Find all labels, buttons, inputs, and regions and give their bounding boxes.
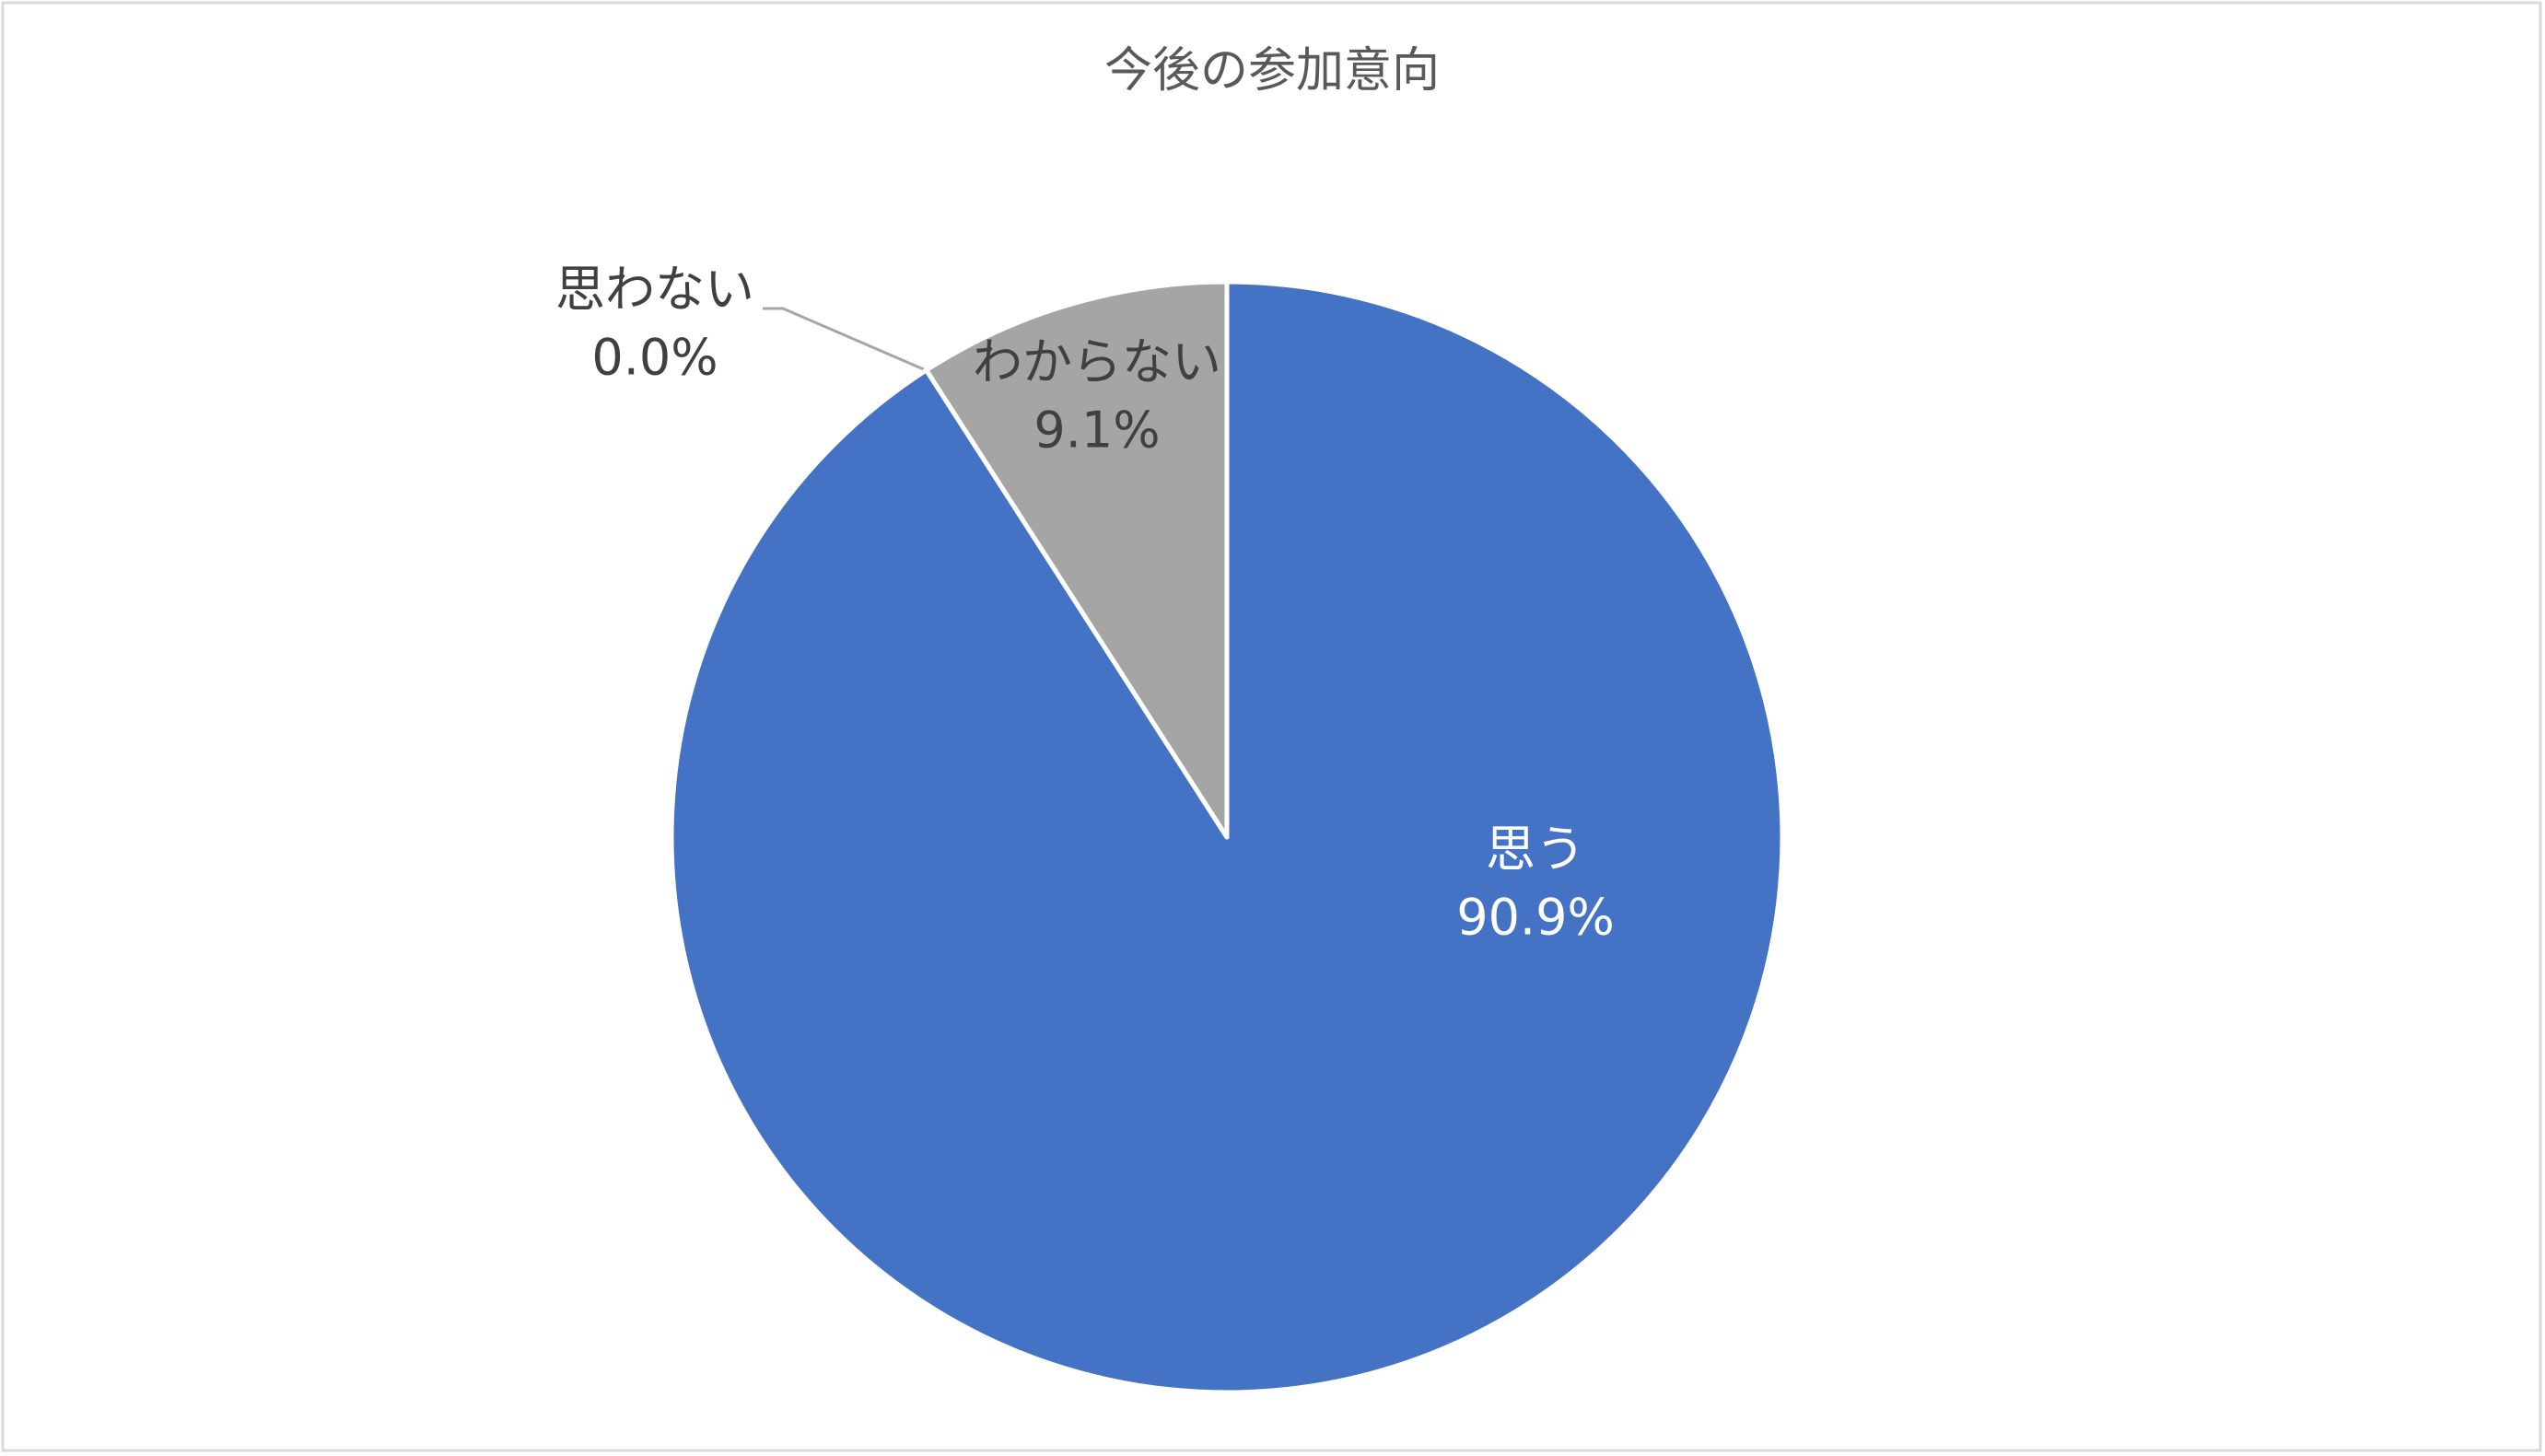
pie-slice: [924, 279, 1230, 840]
chart-title: 今後の参加意向: [1104, 43, 1440, 99]
leader-line: [763, 307, 927, 372]
category-label: わからない: [973, 333, 1221, 391]
value-label: 9.1%: [1033, 402, 1160, 460]
category-label: 思わない: [555, 261, 754, 319]
value-label: 90.9%: [1456, 889, 1615, 947]
value-label: 0.0%: [591, 329, 718, 387]
category-label: 思う: [1486, 821, 1585, 879]
